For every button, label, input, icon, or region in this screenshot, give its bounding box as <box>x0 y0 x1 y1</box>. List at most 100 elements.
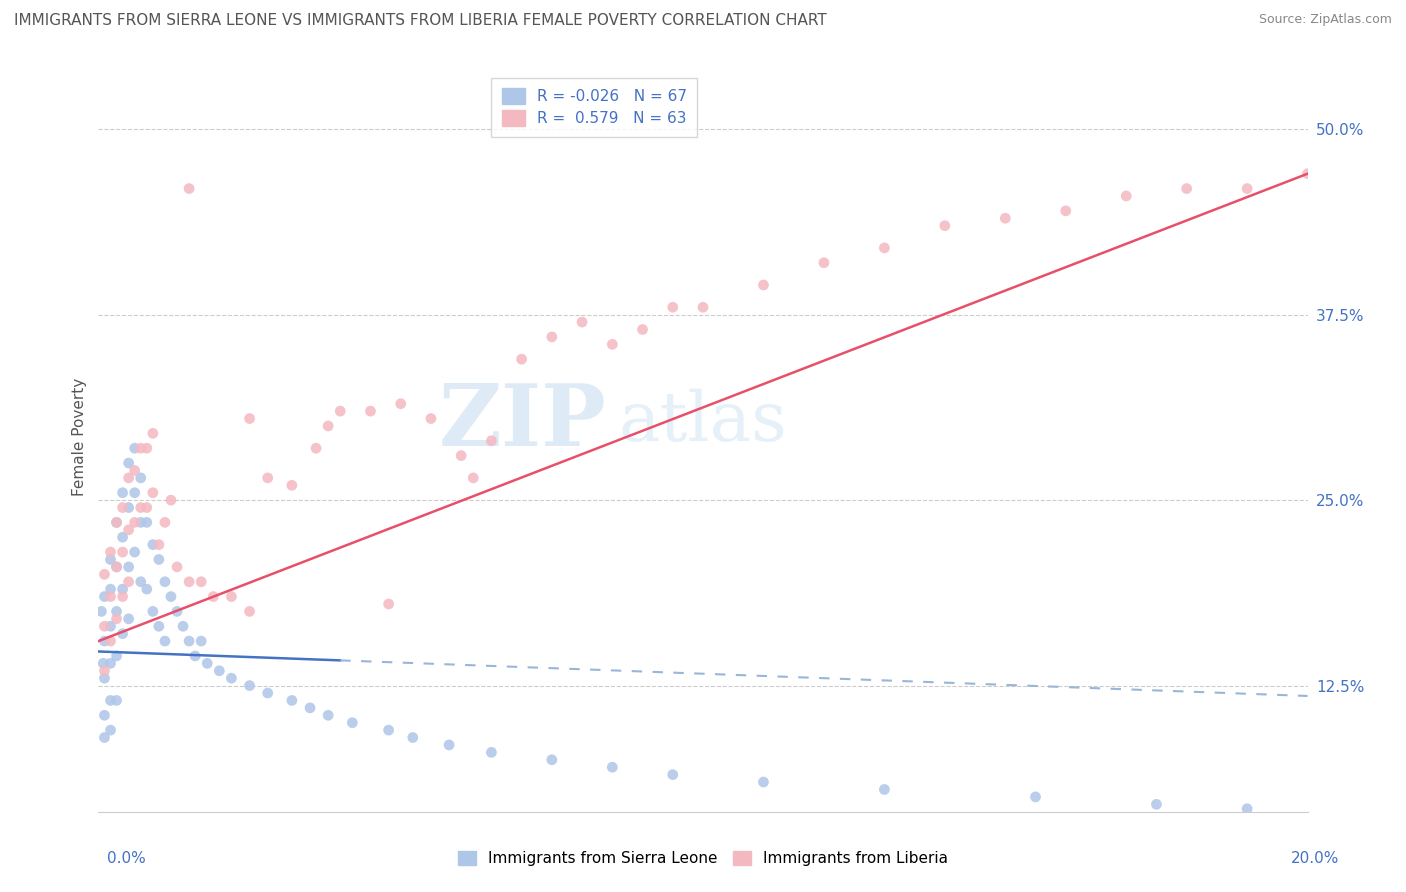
Point <box>377 597 399 611</box>
Point <box>118 456 141 470</box>
Point <box>239 679 262 693</box>
Point <box>100 634 122 648</box>
Point <box>129 500 152 515</box>
Point <box>179 634 201 648</box>
Point <box>111 500 134 515</box>
Point <box>160 590 183 604</box>
Point <box>342 715 364 730</box>
Point <box>239 604 262 618</box>
Point <box>100 657 122 671</box>
Point <box>105 693 128 707</box>
Point <box>510 352 533 367</box>
Point <box>100 552 122 566</box>
Point <box>692 300 714 314</box>
Point <box>221 590 243 604</box>
Point <box>93 708 115 723</box>
Point <box>481 745 503 759</box>
Point <box>135 500 157 515</box>
Point <box>1236 181 1258 195</box>
Point <box>540 330 562 344</box>
Point <box>93 671 115 685</box>
Point <box>142 485 165 500</box>
Point <box>281 478 304 492</box>
Point <box>118 523 141 537</box>
Point <box>377 723 399 738</box>
Point <box>105 648 128 663</box>
Point <box>256 471 278 485</box>
Point <box>105 516 128 530</box>
Point <box>994 211 1017 226</box>
Point <box>1296 167 1319 181</box>
Point <box>135 441 157 455</box>
Point <box>129 574 152 589</box>
Point <box>153 634 176 648</box>
Point <box>148 538 170 552</box>
Point <box>166 604 188 618</box>
Point <box>93 634 115 648</box>
Point <box>111 485 134 500</box>
Point <box>360 404 382 418</box>
Point <box>93 590 115 604</box>
Point <box>239 411 262 425</box>
Point <box>873 241 896 255</box>
Point <box>148 552 170 566</box>
Point <box>93 567 115 582</box>
Point <box>129 471 152 485</box>
Point <box>93 731 115 745</box>
Point <box>202 590 225 604</box>
Point <box>602 760 624 774</box>
Point <box>221 671 243 685</box>
Legend: R = -0.026   N = 67, R =  0.579   N = 63: R = -0.026 N = 67, R = 0.579 N = 63 <box>491 78 697 137</box>
Point <box>153 516 176 530</box>
Point <box>631 322 654 336</box>
Point <box>179 574 201 589</box>
Point <box>208 664 231 678</box>
Point <box>111 590 134 604</box>
Point <box>111 545 134 559</box>
Point <box>105 560 128 574</box>
Point <box>873 782 896 797</box>
Point <box>316 419 339 434</box>
Point <box>124 545 146 559</box>
Point <box>124 463 146 477</box>
Point <box>93 664 115 678</box>
Point <box>105 560 128 574</box>
Point <box>124 485 146 500</box>
Point <box>148 619 170 633</box>
Point <box>153 574 176 589</box>
Point <box>135 516 157 530</box>
Point <box>90 604 112 618</box>
Point <box>934 219 956 233</box>
Point <box>118 612 141 626</box>
Point <box>195 657 218 671</box>
Point <box>111 530 134 544</box>
Point <box>105 604 128 618</box>
Point <box>100 693 122 707</box>
Point <box>602 337 624 351</box>
Legend: Immigrants from Sierra Leone, Immigrants from Liberia: Immigrants from Sierra Leone, Immigrants… <box>450 843 956 873</box>
Point <box>93 619 115 633</box>
Point <box>105 516 128 530</box>
Point <box>1054 203 1077 218</box>
Point <box>402 731 425 745</box>
Point <box>540 753 562 767</box>
Text: atlas: atlas <box>619 389 787 455</box>
Point <box>100 582 122 596</box>
Point <box>1024 789 1046 804</box>
Point <box>111 626 134 640</box>
Point <box>389 397 412 411</box>
Point <box>129 441 152 455</box>
Point <box>91 657 114 671</box>
Point <box>118 560 141 574</box>
Point <box>256 686 278 700</box>
Point <box>111 582 134 596</box>
Point <box>463 471 485 485</box>
Point <box>172 619 194 633</box>
Point <box>281 693 304 707</box>
Point <box>142 538 165 552</box>
Point <box>752 775 775 789</box>
Point <box>184 648 207 663</box>
Text: 20.0%: 20.0% <box>1291 851 1339 865</box>
Point <box>135 582 157 596</box>
Text: Source: ZipAtlas.com: Source: ZipAtlas.com <box>1258 13 1392 27</box>
